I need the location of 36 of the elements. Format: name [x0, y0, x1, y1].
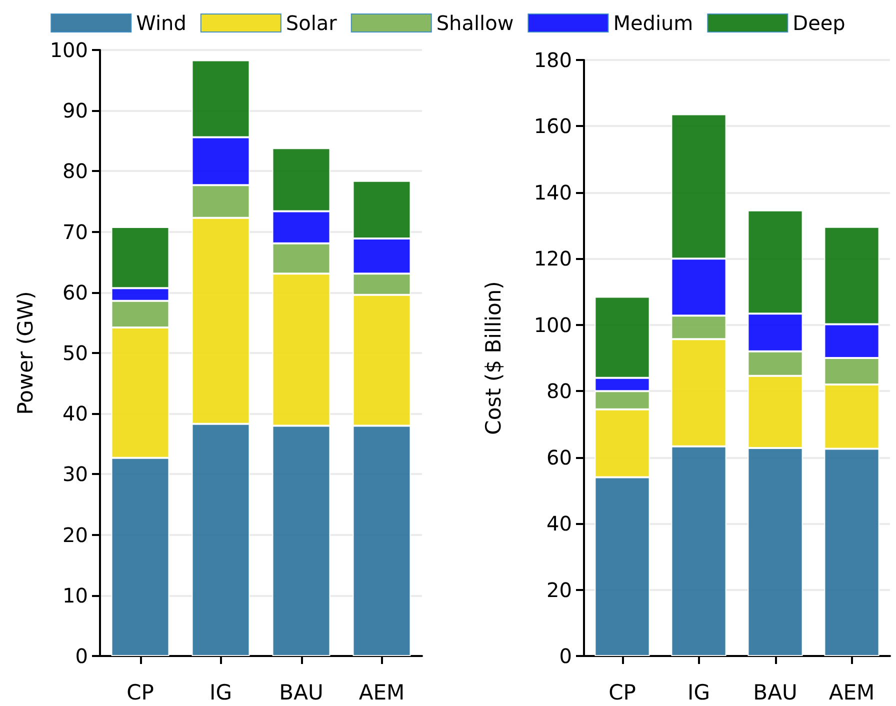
y-axis-title: Cost ($ Billion)	[482, 281, 506, 435]
y-tick-label: 30	[62, 462, 88, 486]
y-tick-label: 40	[62, 402, 88, 426]
x-tick-label: BAU	[279, 680, 324, 704]
y-tick-label: 40	[546, 512, 572, 536]
x-tick-label: AEM	[828, 680, 875, 704]
y-tick-label: 90	[62, 98, 88, 123]
legend-label: Medium	[613, 11, 694, 35]
x-tick-label: BAU	[753, 680, 798, 704]
y-axis-title: Power (GW)	[14, 291, 38, 415]
y-tick-label: 20	[62, 522, 88, 547]
legend-label: Solar	[286, 11, 338, 35]
x-tick-label: CP	[608, 680, 636, 704]
y-tick-label: 160	[534, 114, 572, 138]
legend-label: Shallow	[436, 11, 514, 35]
x-tick-label: CP	[126, 680, 154, 704]
y-tick-label: 60	[62, 280, 88, 304]
y-tick-label: 100	[50, 38, 88, 62]
y-tick-label: 80	[546, 379, 572, 404]
y-tick-label: 20	[546, 578, 572, 602]
x-tick-label: AEM	[358, 680, 405, 704]
y-tick-label: 100	[534, 312, 572, 337]
y-tick-label: 50	[62, 341, 88, 365]
y-tick-label: 120	[534, 246, 572, 271]
x-tick-label: IG	[210, 680, 232, 704]
x-tick-label: IG	[688, 680, 710, 704]
y-tick-label: 10	[62, 583, 88, 608]
y-tick-label: 180	[534, 48, 572, 72]
y-tick-label: 140	[534, 180, 572, 204]
legend-label: Wind	[136, 11, 186, 35]
y-tick-label: 80	[62, 159, 88, 184]
legend-label: Deep	[792, 11, 846, 35]
y-tick-label: 0	[75, 644, 88, 668]
y-tick-label: 70	[62, 220, 88, 244]
y-tick-label: 0	[559, 644, 572, 668]
y-tick-label: 60	[546, 445, 572, 470]
